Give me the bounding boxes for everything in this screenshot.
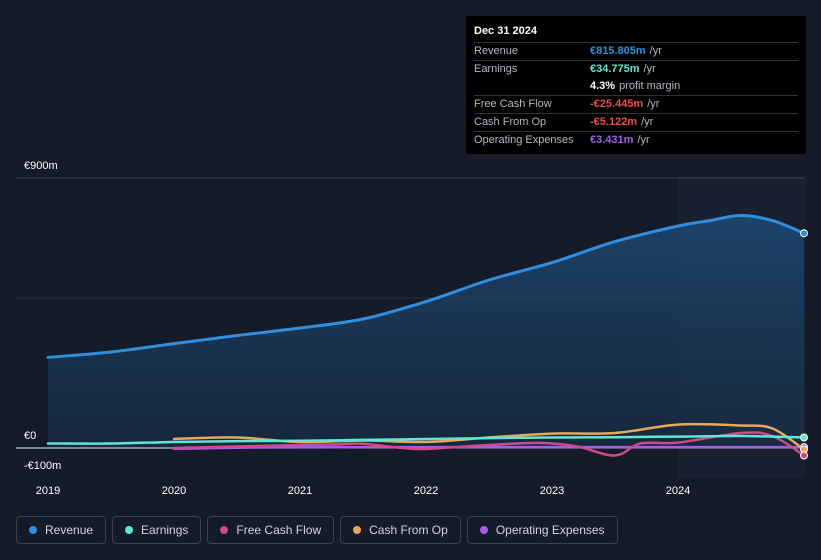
tooltip-row-unit: /yr (643, 63, 656, 75)
legend-label: Earnings (141, 523, 189, 537)
x-tick-label: 2019 (35, 485, 61, 497)
legend-item-earnings[interactable]: Earnings (112, 516, 202, 544)
tooltip-row-value: 4.3% (590, 80, 616, 92)
tooltip-row-label: Cash From Op (474, 116, 547, 128)
tooltip-row-value: -€25.445m (590, 98, 644, 110)
legend-item-cash-from-op[interactable]: Cash From Op (340, 516, 461, 544)
tooltip-row-value: -€5.122m (590, 116, 638, 128)
y-axis-bottom-label: -€100m (24, 460, 62, 472)
x-tick-label: 2022 (413, 485, 439, 497)
tooltip-row: 4.3% profit margin (474, 78, 798, 95)
legend-label: Cash From Op (369, 523, 448, 537)
legend: Revenue Earnings Free Cash Flow Cash From O… (16, 516, 618, 546)
tooltip-row-value: €3.431m (590, 134, 634, 146)
free-cash-flow-line (172, 431, 806, 457)
tooltip-panel: Dec 31 2024 Revenue €815.805m/yr Earnings €… (466, 16, 806, 154)
legend-item-free-cash-flow[interactable]: Free Cash Flow (207, 516, 335, 544)
tooltip-row: Free Cash Flow -€25.445m/yr (474, 95, 798, 113)
tooltip-row-label (474, 78, 590, 95)
tooltip-row-unit: /yr (647, 98, 660, 110)
tooltip-row: Revenue €815.805m/yr (474, 42, 798, 60)
legend-dot-icon (353, 526, 362, 534)
tooltip-row-label: Revenue (474, 45, 519, 57)
legend-dot-icon (220, 526, 229, 534)
earnings-line (46, 434, 806, 445)
tooltip-row-unit: profit margin (619, 80, 681, 92)
y-axis-zero-label: €0 (24, 430, 37, 442)
earnings-end-point (800, 433, 808, 442)
free-cash-flow-end-point (800, 451, 808, 460)
tooltip-date: Dec 31 2024 (474, 25, 537, 37)
tooltip-row-label: Free Cash Flow (474, 98, 552, 110)
legend-dot-icon (29, 526, 37, 534)
x-tick-label: 2023 (539, 485, 565, 497)
tooltip-row: Earnings €34.775m/yr (474, 60, 798, 78)
legend-label: Operating Expenses (495, 523, 605, 537)
tooltip-row-value: €34.775m (590, 63, 640, 75)
revenue-line (46, 213, 806, 359)
tooltip-row-unit: /yr (649, 45, 662, 57)
tooltip-row-value: €815.805m (590, 45, 646, 57)
x-tick-label: 2021 (287, 485, 313, 497)
x-tick-label: 2024 (665, 485, 691, 497)
tooltip-row-unit: /yr (641, 116, 654, 128)
tooltip-row-label: Operating Expenses (474, 134, 574, 146)
legend-dot-icon (125, 526, 134, 534)
legend-label: Free Cash Flow (236, 523, 322, 537)
legend-dot-icon (479, 526, 488, 534)
legend-item-operating-expenses[interactable]: Operating Expenses (466, 516, 618, 544)
tooltip-row-label: Earnings (474, 63, 518, 75)
legend-item-revenue[interactable]: Revenue (16, 516, 107, 544)
revenue-area (48, 215, 804, 448)
legend-label: Revenue (45, 523, 94, 537)
x-tick-label: 2020 (161, 485, 187, 497)
tooltip-row-unit: /yr (637, 134, 650, 146)
revenue-end-point (800, 229, 808, 238)
tooltip-row: Operating Expenses €3.431m/yr (474, 131, 798, 149)
tooltip-row: Cash From Op -€5.122m/yr (474, 113, 798, 131)
y-axis-top-label: €900m (24, 160, 58, 172)
